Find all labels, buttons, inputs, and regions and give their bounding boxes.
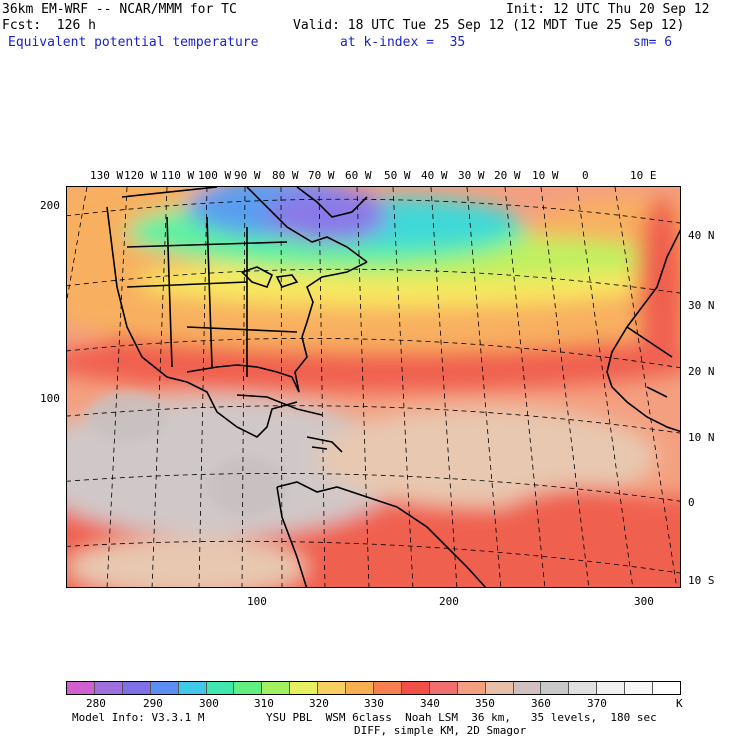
colorbar-label: 300 [199, 697, 219, 710]
latitude-label: 40 N [688, 229, 715, 242]
longitude-label: 10 E [630, 169, 657, 182]
latitude-label: 20 N [688, 365, 715, 378]
colorbar-swatch [569, 682, 598, 694]
colorbar-units: K [676, 697, 683, 710]
longitude-label: 110 W [161, 169, 195, 182]
longitude-label: 120 W [124, 169, 158, 182]
latitude-label: 0 [688, 496, 695, 509]
colorbar-label: 360 [531, 697, 551, 710]
colorbar-swatch [318, 682, 347, 694]
latitude-label: 10 N [688, 431, 715, 444]
colorbar-swatch [94, 682, 123, 694]
colorbar-label: 320 [309, 697, 329, 710]
colorbar-swatch [513, 682, 542, 694]
diffusion-info: DIFF, simple KM, 2D Smagor [354, 724, 527, 737]
colorbar-swatch [150, 682, 179, 694]
colorbar-label: 280 [86, 697, 106, 710]
colorbar-swatch [625, 682, 654, 694]
map-svg [67, 187, 680, 587]
physics-info: YSU PBL WSM 6class Noah LSM 36 km, 35 le… [266, 711, 657, 724]
colorbar-swatch [541, 682, 570, 694]
longitude-label: 70 W [308, 169, 335, 182]
longitude-label: 130 W [90, 169, 124, 182]
longitude-label: 20 W [494, 169, 521, 182]
longitude-label: 30 W [458, 169, 485, 182]
field-name: Equivalent potential temperature [8, 35, 259, 50]
level-info: at k-index = 35 [340, 35, 466, 50]
colorbar-swatch [597, 682, 626, 694]
colorbar-label: 370 [587, 697, 607, 710]
colorbar-swatch [653, 682, 680, 694]
colorbar [66, 681, 681, 695]
grid-y-label: 100 [40, 392, 60, 405]
latitude-label: 30 N [688, 299, 715, 312]
longitude-label: 60 W [345, 169, 372, 182]
longitude-label: 50 W [384, 169, 411, 182]
colorbar-swatch [290, 682, 319, 694]
coastlines [106, 187, 680, 587]
colorbar-swatch [67, 682, 95, 694]
latitude-label: 10 S [688, 574, 715, 587]
colorbar-swatch [122, 682, 151, 694]
longitude-label: 10 W [532, 169, 559, 182]
grid-y-label: 200 [40, 199, 60, 212]
colorbar-swatch [206, 682, 235, 694]
smoothing-info: sm= 6 [633, 35, 673, 50]
colorbar-swatch [457, 682, 486, 694]
colorbar-swatch [401, 682, 430, 694]
longitude-label: 90 W [234, 169, 261, 182]
longitude-label: 0 [582, 169, 589, 182]
colorbar-label: 330 [364, 697, 384, 710]
colorbar-swatch [373, 682, 402, 694]
longitude-label: 80 W [272, 169, 299, 182]
colorbar-label: 290 [143, 697, 163, 710]
colorbar-swatch [429, 682, 458, 694]
graticule [67, 187, 680, 587]
colorbar-swatch [234, 682, 263, 694]
grid-x-label: 300 [634, 595, 654, 608]
valid-time: Valid: 18 UTC Tue 25 Sep 12 (12 MDT Tue … [293, 18, 685, 33]
model-title: 36km EM-WRF -- NCAR/MMM for TC [2, 2, 237, 17]
colorbar-label: 310 [254, 697, 274, 710]
colorbar-swatch [262, 682, 291, 694]
colorbar-swatch [178, 682, 207, 694]
longitude-label: 100 W [198, 169, 232, 182]
forecast-hour: Fcst: 126 h [2, 18, 96, 33]
theta-e-map [66, 186, 681, 588]
grid-x-label: 100 [247, 595, 267, 608]
colorbar-swatch [485, 682, 514, 694]
init-time: Init: 12 UTC Thu 20 Sep 12 [506, 2, 710, 17]
colorbar-label: 350 [475, 697, 495, 710]
model-info: Model Info: V3.3.1 M [72, 711, 205, 724]
colorbar-label: 340 [420, 697, 440, 710]
colorbar-swatch [346, 682, 374, 694]
longitude-label: 40 W [421, 169, 448, 182]
grid-x-label: 200 [439, 595, 459, 608]
